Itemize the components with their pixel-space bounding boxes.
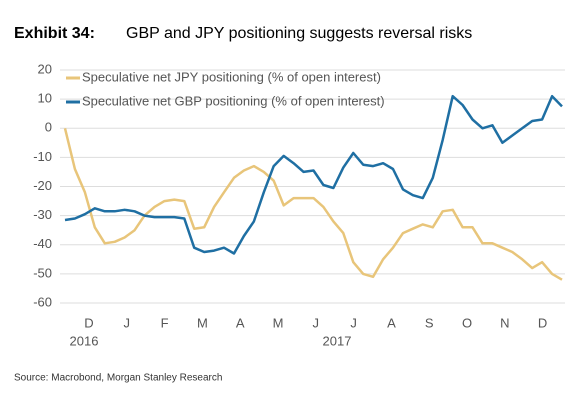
- y-tick-label: -50: [33, 265, 52, 280]
- x-tick-label: S: [425, 315, 434, 330]
- legend-label: Speculative net GBP positioning (% of op…: [82, 93, 385, 108]
- x-tick-label: D: [84, 315, 93, 330]
- y-tick-label: -60: [33, 294, 52, 309]
- y-tick-label: -20: [33, 178, 52, 193]
- year-label: 2016: [70, 333, 99, 348]
- y-tick-label: -40: [33, 236, 52, 251]
- series-line: [64, 94, 563, 255]
- series-line: [63, 128, 563, 281]
- x-tick-label: A: [387, 315, 396, 330]
- year-label: 2017: [323, 333, 352, 348]
- x-tick-label: D: [538, 315, 547, 330]
- y-tick-label: -30: [33, 207, 52, 222]
- title-label: Exhibit 34:: [14, 25, 95, 42]
- x-tick-label: J: [124, 315, 131, 330]
- y-tick-label: 20: [38, 61, 52, 76]
- x-tick-label: J: [350, 315, 357, 330]
- source: Source: Macrobond, Morgan Stanley Resear…: [14, 373, 222, 384]
- x-tick-label: J: [313, 315, 320, 330]
- x-tick-label: F: [161, 315, 169, 330]
- legend-label: Speculative net JPY positioning (% of op…: [82, 69, 381, 84]
- x-tick-label: O: [462, 315, 472, 330]
- y-tick-label: -10: [33, 149, 52, 164]
- chart-title: GBP and JPY positioning suggests reversa…: [126, 25, 472, 42]
- y-tick-label: 0: [45, 120, 52, 135]
- x-tick-label: A: [236, 315, 245, 330]
- x-tick-label: M: [197, 315, 208, 330]
- x-tick-label: N: [500, 315, 509, 330]
- x-tick-label: M: [273, 315, 284, 330]
- y-tick-label: 10: [38, 91, 52, 106]
